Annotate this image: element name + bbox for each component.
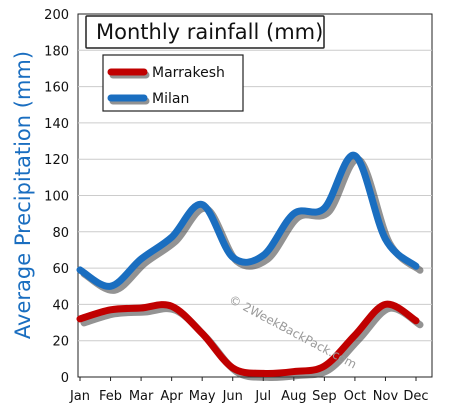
y-tick-label: 0 [61,371,69,386]
y-tick-label: 200 [44,8,69,23]
y-tick-label: 100 [44,190,69,205]
y-tick-label: 80 [52,226,69,241]
series-lines [76,152,424,382]
y-tick-label: 160 [44,81,69,96]
legend-label-milan: Milan [152,91,189,107]
series-line-milan [76,152,420,290]
y-tick-label: 40 [52,298,69,313]
chart-title: Monthly rainfall (mm) [96,20,323,44]
x-tick-labels: Jan Feb Mar Apr May Jun Jul Aug Sep Oct Nov Dec [69,377,429,404]
x-tick-label: Dec [403,389,428,404]
y-axis-label: Average Precipitation (mm) [11,51,35,339]
x-tick-label: Sep [312,389,337,404]
series-shadow-marrakesh [80,304,424,382]
x-tick-label: Oct [344,389,366,404]
y-tick-label: 60 [52,262,69,277]
x-tick-label: Jun [222,389,243,404]
y-tick-label: 120 [44,153,69,168]
y-tick-label: 180 [44,44,69,59]
x-tick-label: Feb [99,389,122,404]
y-tick-label: 20 [52,335,69,350]
x-tick-label: Apr [160,389,183,404]
x-tick-label: Aug [281,389,306,404]
legend-label-marrakesh: Marrakesh [152,65,225,81]
x-tick-label: May [189,389,216,404]
x-tick-label: Nov [373,389,399,404]
y-tick-labels: 0 20 40 60 80 100 120 140 160 180 200 [44,8,69,386]
grid-lines [78,49,432,342]
x-tick-label: Jul [254,389,271,404]
legend: Marrakesh Milan [102,54,244,112]
series-line-marrakesh [76,300,420,378]
y-tick-label: 140 [44,117,69,132]
x-tick-label: Mar [129,389,154,404]
title-box: Monthly rainfall (mm) [85,15,325,49]
x-tick-label: Jan [69,389,90,404]
